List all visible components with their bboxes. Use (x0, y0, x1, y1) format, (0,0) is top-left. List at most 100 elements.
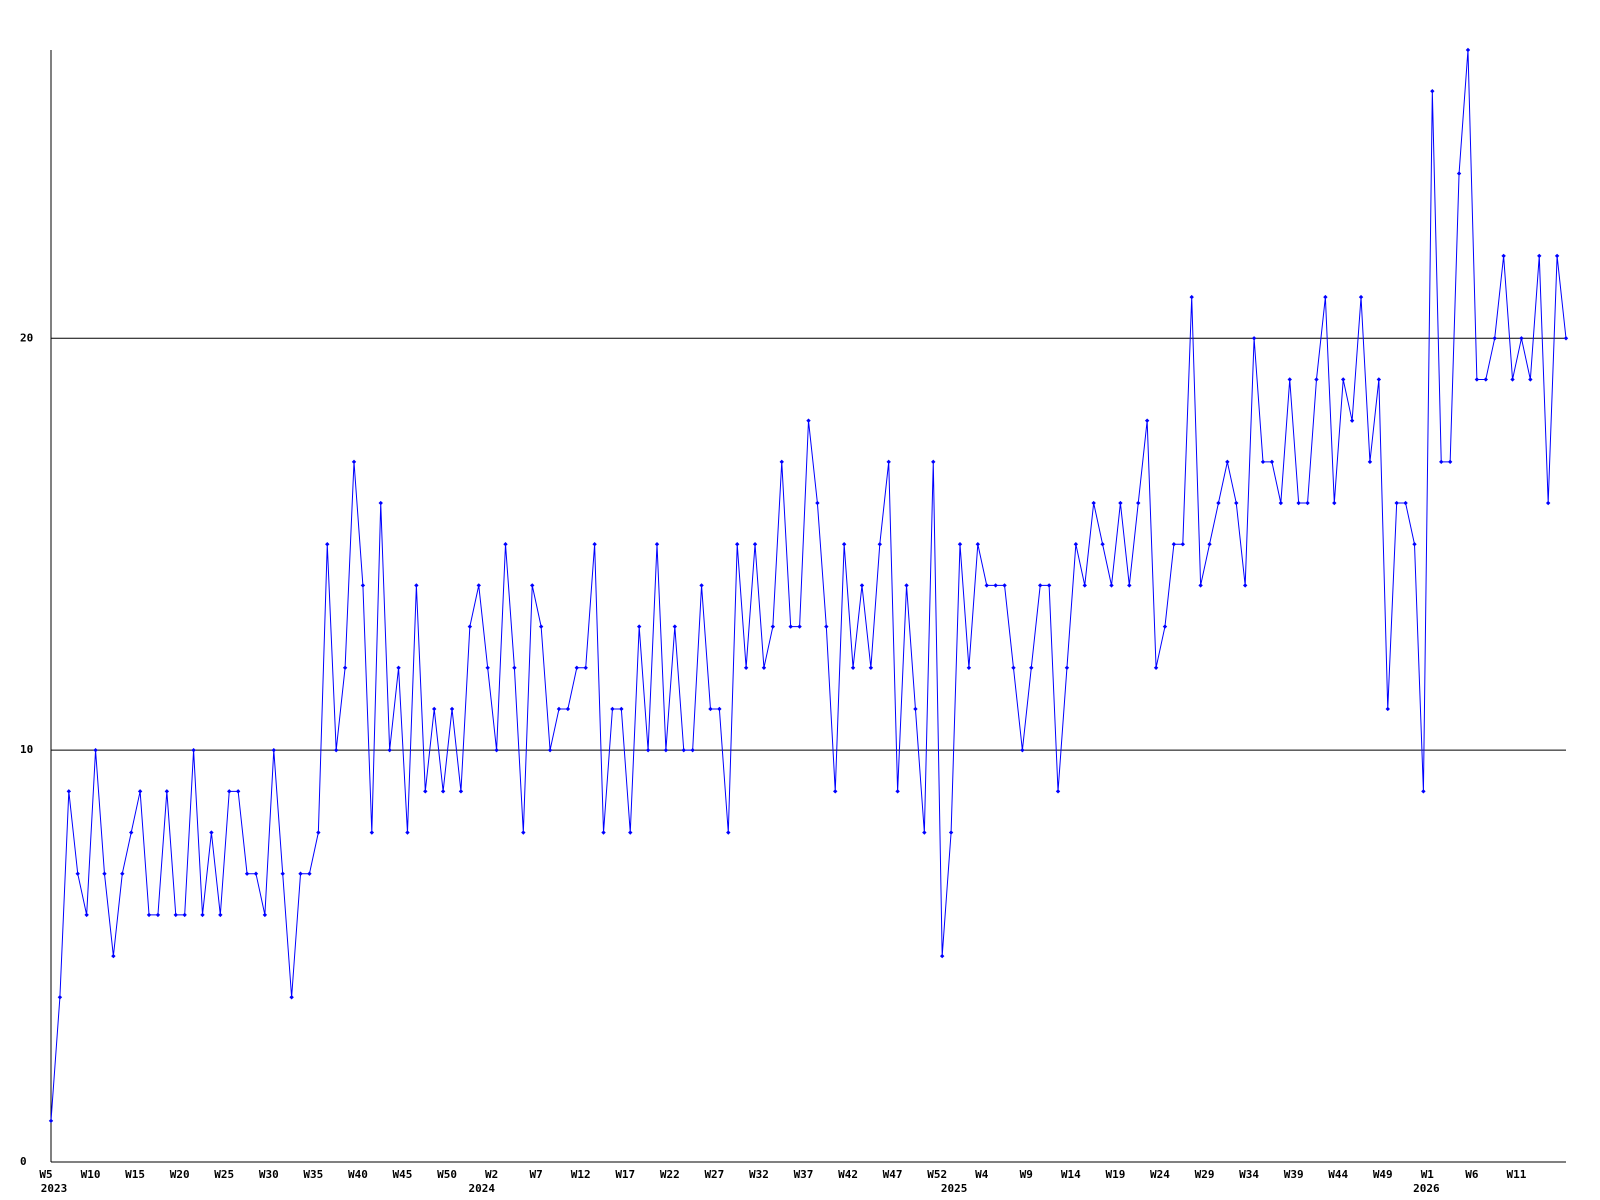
data-point (298, 871, 303, 876)
data-point (922, 830, 927, 835)
data-point (1501, 253, 1506, 259)
data-point (253, 871, 259, 876)
x-group-label: 2026 (1413, 1182, 1440, 1195)
data-point (1029, 665, 1034, 670)
data-point (485, 665, 490, 670)
data-point (1020, 747, 1025, 753)
data-point (1162, 624, 1168, 629)
data-point (1439, 459, 1444, 465)
x-group-label: 2024 (469, 1182, 496, 1195)
data-point (868, 665, 874, 670)
data-point (601, 830, 606, 835)
data-point (726, 830, 731, 835)
data-point (218, 912, 223, 918)
data-point (788, 624, 793, 629)
data-point (841, 542, 847, 547)
x-tick-label: W12 (571, 1168, 591, 1181)
data-point (342, 665, 348, 670)
data-point (325, 542, 330, 547)
x-tick-label: W47 (883, 1168, 903, 1181)
data-point (690, 747, 695, 753)
data-point (743, 665, 749, 670)
data-point (1385, 706, 1390, 712)
x-tick-label: W15 (125, 1168, 145, 1181)
data-point (111, 953, 116, 959)
data-point (752, 542, 758, 547)
data-point (1225, 459, 1230, 465)
data-point (1287, 377, 1292, 382)
x-tick-label: W30 (259, 1168, 279, 1181)
data-point (931, 459, 936, 465)
data-point (1358, 294, 1364, 300)
data-point (913, 706, 918, 712)
data-point (583, 665, 588, 670)
data-point (993, 583, 998, 588)
x-tick-label: W52 (927, 1168, 947, 1181)
data-point (1234, 500, 1239, 506)
data-point (244, 871, 250, 876)
x-tick-label: W49 (1373, 1168, 1393, 1181)
data-point (636, 624, 642, 629)
data-point (414, 583, 419, 588)
x-tick-label: W39 (1284, 1168, 1304, 1181)
data-point (770, 624, 776, 629)
data-point (806, 418, 811, 423)
data-point (48, 1118, 54, 1124)
x-tick-label: W35 (303, 1168, 323, 1181)
data-point (672, 624, 678, 629)
data-point (467, 624, 473, 629)
data-point (173, 912, 178, 918)
data-point (797, 624, 802, 629)
data-point (1153, 665, 1159, 670)
data-point (1296, 500, 1301, 506)
data-point (1242, 583, 1248, 588)
data-point (1510, 377, 1515, 382)
data-point (146, 912, 152, 918)
data-point (1260, 459, 1266, 465)
x-tick-label: W19 (1105, 1168, 1125, 1181)
x-tick-label: W29 (1195, 1168, 1215, 1181)
x-tick-label: W50 (437, 1168, 457, 1181)
data-point (530, 583, 535, 588)
data-point (1171, 542, 1177, 547)
data-point (360, 583, 366, 588)
x-tick-label: W42 (838, 1168, 858, 1181)
data-point (351, 459, 357, 465)
data-point (699, 583, 704, 588)
data-point (1144, 418, 1150, 423)
data-point (1082, 583, 1087, 588)
data-point (574, 665, 579, 670)
x-tick-label: W27 (704, 1168, 724, 1181)
x-tick-label: W37 (794, 1168, 814, 1181)
data-point (209, 830, 214, 835)
data-point (521, 830, 526, 835)
data-point (717, 706, 722, 712)
x-tick-label: W20 (170, 1168, 190, 1181)
data-point (1109, 583, 1114, 588)
data-point (1421, 789, 1426, 794)
data-point (1403, 500, 1408, 506)
data-line (50, 49, 1567, 1121)
data-point (1412, 542, 1417, 547)
data-point (262, 912, 268, 918)
data-point (369, 830, 375, 835)
data-point (1528, 377, 1533, 382)
x-tick-label: W10 (81, 1168, 101, 1181)
data-point (378, 500, 383, 506)
data-point (556, 706, 562, 712)
data-point (1180, 542, 1185, 547)
data-point (1216, 500, 1221, 506)
data-point (984, 583, 989, 588)
data-point (316, 830, 321, 835)
x-tick-label: W1 (1421, 1168, 1435, 1181)
data-point (663, 747, 669, 753)
data-point (333, 747, 339, 753)
data-point (654, 542, 660, 547)
x-tick-label: W4 (975, 1168, 989, 1181)
data-point (1563, 336, 1569, 341)
data-point (948, 830, 954, 835)
data-point (476, 583, 481, 588)
data-point (975, 542, 981, 547)
data-point (1305, 500, 1310, 506)
